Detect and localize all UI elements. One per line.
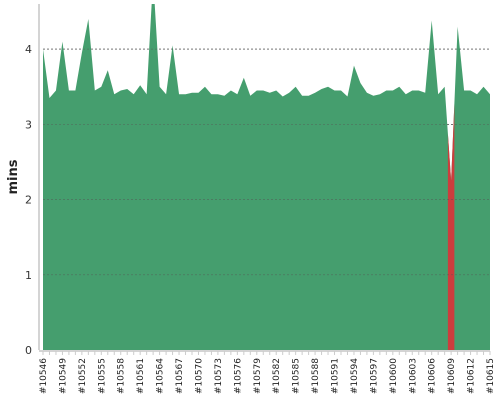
x-tick-label: #10588 [311,358,321,394]
y-tick-label: 1 [25,269,32,282]
x-tick-label: #10606 [428,358,438,394]
x-tick-label: #10615 [486,358,496,394]
x-tick-label: #10573 [214,358,224,394]
duration-area [43,4,490,350]
x-tick-label: #10582 [272,358,282,394]
y-tick-label: 4 [25,43,32,56]
x-tick-label: #10579 [253,358,263,394]
x-tick-label: #10585 [292,358,302,394]
x-tick-label: #10561 [136,358,146,394]
x-tick-label: #10576 [233,358,243,394]
area-series [43,4,490,350]
grid-overlay [43,48,490,276]
x-tick-label: #10597 [369,358,379,394]
y-tick-label: 2 [25,194,32,207]
x-tick-label: #10546 [39,358,49,394]
failed-build-10609 [447,103,455,350]
x-tick-label: #10612 [467,358,477,394]
x-tick-label: #10564 [156,358,166,394]
y-tick-labels: 0 1 2 3 4 [25,43,32,357]
y-axis-label: mins [6,159,21,194]
x-tick-label: #10609 [447,358,457,394]
x-tick-label: #10591 [331,358,341,394]
x-tick-label: #10552 [78,358,88,394]
x-tick-label: #10570 [195,358,205,394]
y-tick-label: 0 [25,344,32,357]
x-tick-labels: #10546 #10549 #10552 #10555 #10558 #10561 #105… [39,358,496,394]
x-tick-label: #10549 [58,358,68,394]
axes [38,4,491,355]
x-tick-label: #10600 [389,358,399,394]
x-tick-label: #10603 [408,358,418,394]
x-tick-label: #10555 [97,358,107,394]
x-tick-label: #10594 [350,358,360,394]
x-tick-label: #10558 [117,358,127,394]
x-tick-label: #10567 [175,358,185,394]
y-tick-label: 3 [25,118,32,131]
